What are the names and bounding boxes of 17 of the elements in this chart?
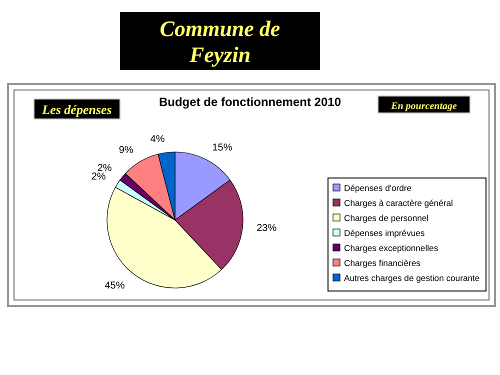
chart-title: Budget de fonctionnement 2010 (158, 95, 342, 109)
data-label: 9% (118, 144, 134, 156)
legend-label: Charges de personnel (344, 213, 429, 223)
legend-label: Dépenses imprévues (344, 228, 425, 238)
legend-label: Charges exceptionnelles (344, 243, 438, 253)
chart-subtitle: Commune de Feyzin (160, 16, 280, 67)
legend-label: Dépenses d'ordre (344, 183, 412, 193)
data-label: 23% (256, 223, 277, 234)
text: En pourcentage (390, 101, 458, 112)
legend-label: Autres charges de gestion courante (344, 273, 480, 283)
data-label: 4% (150, 134, 165, 146)
data-label: 45% (104, 280, 125, 292)
legend-label: Charges à caractère général (344, 198, 454, 208)
legend-label: Charges financières (344, 258, 420, 268)
data-label: 15% (212, 142, 232, 154)
text: Les dépenses (41, 102, 112, 117)
data-label: 2% (91, 172, 106, 183)
